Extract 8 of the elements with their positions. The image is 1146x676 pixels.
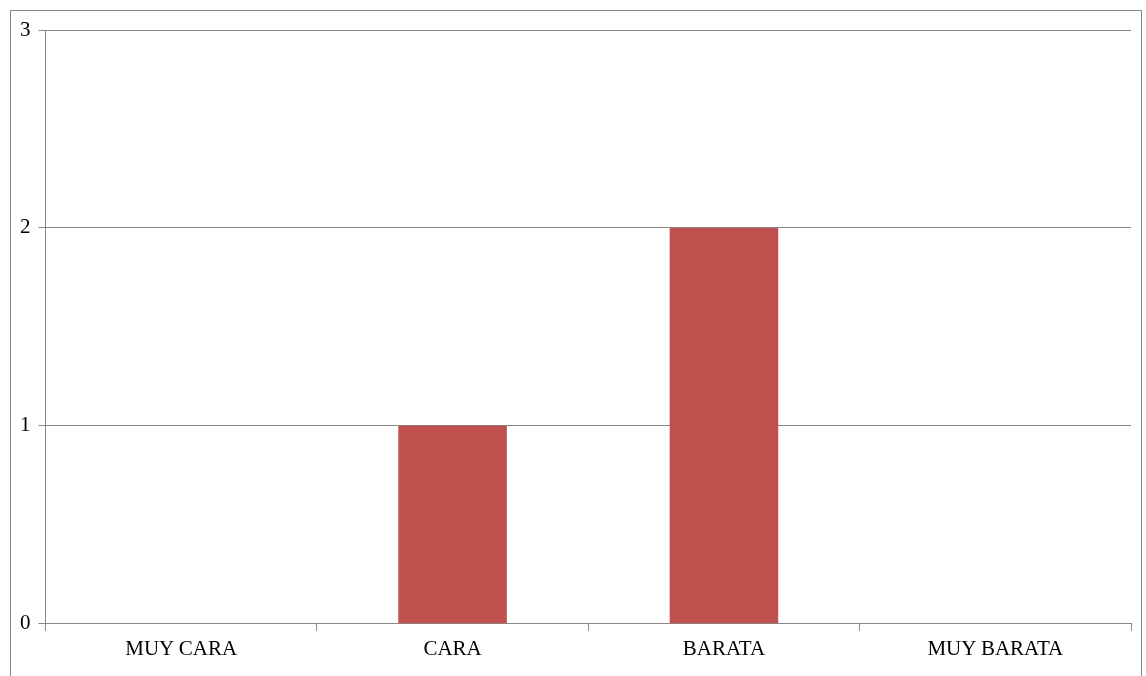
y-tick-label: 1 (20, 412, 31, 437)
y-tick-label: 3 (20, 16, 31, 41)
x-tick-label: BARATA (682, 635, 766, 660)
y-tick-label: 0 (20, 610, 31, 635)
x-tick-label: MUY CARA (125, 635, 238, 660)
y-tick-label: 2 (20, 214, 31, 239)
x-tick-label: CARA (423, 635, 483, 660)
x-tick-label: MUY BARATA (927, 635, 1065, 660)
